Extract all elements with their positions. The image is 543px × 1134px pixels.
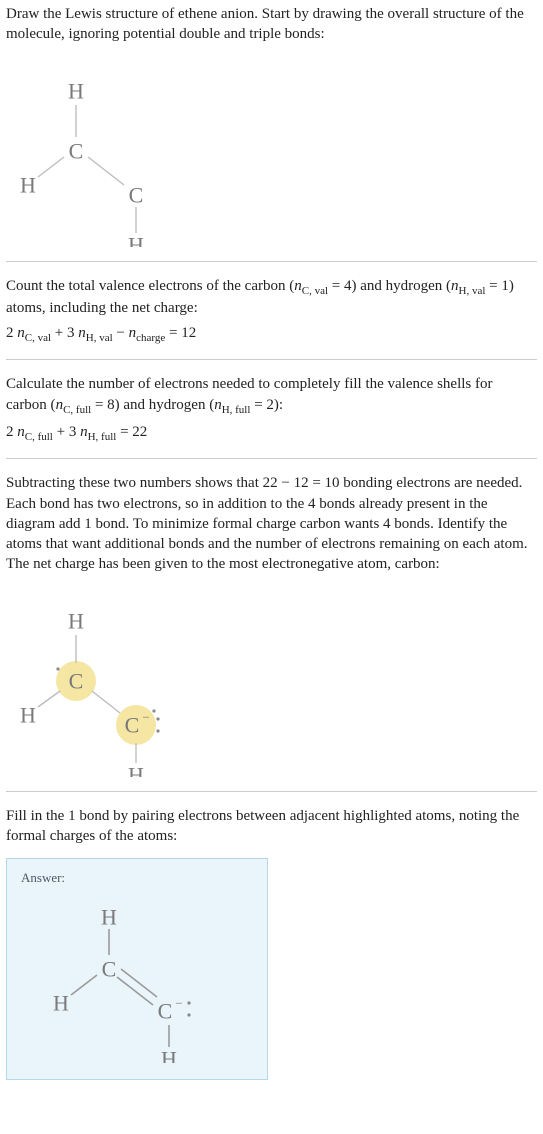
bonding-content: Subtracting these two numbers shows that… (6, 475, 528, 572)
vf-p6: H, val (86, 332, 113, 344)
full-section: Calculate the number of electrons needed… (6, 374, 537, 444)
n-symbol-1: n (294, 278, 302, 294)
n-symbol-4: n (214, 397, 222, 413)
atom-C2: C (129, 182, 144, 207)
ff-p3: C, full (25, 431, 53, 443)
vf-p7: − (113, 325, 129, 341)
ff-p7: = 22 (116, 424, 147, 440)
n-h-val-sub: H, val (459, 285, 486, 297)
atom-H-left: H (20, 172, 36, 197)
atom2-C1: C (69, 668, 84, 693)
diagram-2: H C H C − H (6, 587, 537, 777)
valence-formula: 2 nC, val + 3 nH, val − ncharge = 12 (6, 323, 537, 346)
ff-p6: H, full (88, 431, 117, 443)
divider-3 (6, 458, 537, 459)
atom2-H-left: H (20, 702, 36, 727)
atom-H-bottom: H (128, 232, 144, 247)
valence-section: Count the total valence electrons of the… (6, 276, 537, 346)
divider-1 (6, 261, 537, 262)
vf-p4: + 3 (51, 325, 78, 341)
ff-p2: n (17, 424, 25, 440)
valence-text-prefix: Count the total valence electrons of the… (6, 278, 294, 294)
atom-C1: C (69, 138, 84, 163)
divider-4 (6, 791, 537, 792)
full-mid2: = 2): (250, 397, 283, 413)
full-formula: 2 nC, full + 3 nH, full = 22 (6, 422, 537, 445)
n-c-full-sub: C, full (63, 404, 91, 416)
ans-H-bottom: H (161, 1046, 177, 1063)
atom2-C2-sup: − (142, 709, 149, 724)
vf-p2: n (17, 325, 25, 341)
full-mid1: = 8) and hydrogen ( (91, 397, 214, 413)
ans-H-left: H (53, 990, 69, 1015)
diagram-1: H C H C H (6, 57, 537, 247)
ff-p4: + 3 (53, 424, 80, 440)
vf-p1: 2 (6, 325, 17, 341)
atom2-C2: C (125, 712, 140, 737)
ans-C1: C (102, 956, 117, 981)
answer-box: Answer: H C H C − H (6, 858, 268, 1080)
vf-p9: charge (136, 332, 165, 344)
ans-C2-sup: − (175, 995, 182, 1010)
atom-H-top: H (68, 78, 84, 103)
n-h-full-sub: H, full (222, 404, 251, 416)
n-symbol-2: n (451, 278, 459, 294)
n-c-val-sub: C, val (302, 285, 328, 297)
fill-text: Fill in the 1 bond by pairing electrons … (6, 806, 537, 847)
n-symbol-3: n (56, 397, 64, 413)
bonding-text: Subtracting these two numbers shows that… (6, 473, 537, 574)
answer-label: Answer: (21, 869, 253, 887)
divider-2 (6, 359, 537, 360)
vf-p3: C, val (25, 332, 51, 344)
ff-p5: n (80, 424, 88, 440)
vf-p5: n (78, 325, 86, 341)
ans-H-top: H (101, 904, 117, 929)
fill-content: Fill in the 1 bond by pairing electrons … (6, 808, 519, 844)
atom2-H-bottom: H (128, 762, 144, 777)
valence-eq1: = 4) and hydrogen ( (328, 278, 451, 294)
ff-p1: 2 (6, 424, 17, 440)
intro-text: Draw the Lewis structure of ethene anion… (6, 4, 537, 45)
ans-C2: C (158, 998, 173, 1023)
atom2-H-top: H (68, 608, 84, 633)
intro-content: Draw the Lewis structure of ethene anion… (6, 6, 524, 42)
vf-p8: n (129, 325, 137, 341)
vf-p10: = 12 (165, 325, 196, 341)
